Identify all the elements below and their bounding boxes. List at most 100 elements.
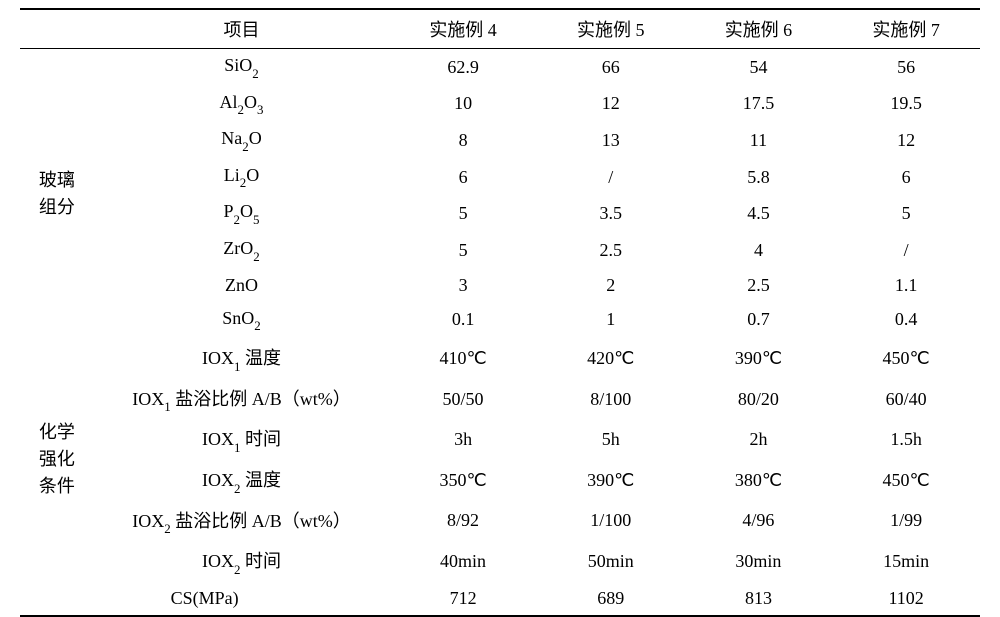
table-row: IOX2 盐浴比例 A/B（wt%）8/921/1004/961/99	[20, 501, 980, 542]
value-cell: 5.8	[685, 159, 833, 196]
value-cell: 3.5	[537, 195, 685, 232]
value-cell: 2.5	[685, 269, 833, 302]
table-row: IOX1 盐浴比例 A/B（wt%）50/508/10080/2060/40	[20, 379, 980, 420]
item-cell: Na2O	[94, 122, 389, 159]
value-cell: 80/20	[685, 379, 833, 420]
value-cell: 15min	[832, 541, 980, 582]
item-cell: ZnO	[94, 269, 389, 302]
value-cell: 3	[389, 269, 537, 302]
header-col-2: 实施例 5	[537, 9, 685, 49]
value-cell: 50/50	[389, 379, 537, 420]
value-cell: /	[537, 159, 685, 196]
table-row: Li2O6/5.86	[20, 159, 980, 196]
item-cell: IOX2 时间	[94, 541, 389, 582]
value-cell: 390℃	[685, 338, 833, 379]
table-row: ZrO252.54/	[20, 232, 980, 269]
group-label: 玻璃组分	[20, 49, 94, 339]
table-row: Al2O3101217.519.5	[20, 86, 980, 123]
value-cell: 813	[685, 582, 833, 616]
value-cell: 410℃	[389, 338, 537, 379]
table-row: IOX2 时间40min50min30min15min	[20, 541, 980, 582]
value-cell: 4.5	[685, 195, 833, 232]
item-cell: IOX2 盐浴比例 A/B（wt%）	[94, 501, 389, 542]
item-cell: Li2O	[94, 159, 389, 196]
value-cell: 10	[389, 86, 537, 123]
header-item: 项目	[94, 9, 389, 49]
value-cell: 2.5	[537, 232, 685, 269]
header-group-blank	[20, 9, 94, 49]
value-cell: 2h	[685, 419, 833, 460]
value-cell: 1/100	[537, 501, 685, 542]
value-cell: 12	[537, 86, 685, 123]
value-cell: 4	[685, 232, 833, 269]
data-table: 项目 实施例 4 实施例 5 实施例 6 实施例 7 玻璃组分SiO262.96…	[20, 8, 980, 617]
value-cell: 1	[537, 302, 685, 339]
value-cell: 6	[389, 159, 537, 196]
value-cell: 62.9	[389, 49, 537, 86]
item-cell: IOX1 盐浴比例 A/B（wt%）	[94, 379, 389, 420]
value-cell: 712	[389, 582, 537, 616]
value-cell: 1.1	[832, 269, 980, 302]
value-cell: 66	[537, 49, 685, 86]
item-cell: IOX1 时间	[94, 419, 389, 460]
item-cell: SnO2	[94, 302, 389, 339]
value-cell: 420℃	[537, 338, 685, 379]
footer-item: CS(MPa)	[20, 582, 389, 616]
value-cell: 40min	[389, 541, 537, 582]
table-row: 玻璃组分SiO262.9665456	[20, 49, 980, 86]
table-row: 化学强化条件IOX1 温度410℃420℃390℃450℃	[20, 338, 980, 379]
value-cell: 5h	[537, 419, 685, 460]
table-row: IOX2 温度350℃390℃380℃450℃	[20, 460, 980, 501]
item-cell: SiO2	[94, 49, 389, 86]
value-cell: 350℃	[389, 460, 537, 501]
value-cell: 12	[832, 122, 980, 159]
group-label: 化学强化条件	[20, 338, 94, 582]
value-cell: 54	[685, 49, 833, 86]
header-row: 项目 实施例 4 实施例 5 实施例 6 实施例 7	[20, 9, 980, 49]
header-col-3: 实施例 6	[685, 9, 833, 49]
value-cell: 8/100	[537, 379, 685, 420]
value-cell: /	[832, 232, 980, 269]
table-row: SnO20.110.70.4	[20, 302, 980, 339]
header-col-4: 实施例 7	[832, 9, 980, 49]
table-row: Na2O8131112	[20, 122, 980, 159]
footer-row: CS(MPa)7126898131102	[20, 582, 980, 616]
item-cell: P2O5	[94, 195, 389, 232]
value-cell: 1102	[832, 582, 980, 616]
value-cell: 5	[832, 195, 980, 232]
value-cell: 19.5	[832, 86, 980, 123]
value-cell: 2	[537, 269, 685, 302]
header-col-1: 实施例 4	[389, 9, 537, 49]
value-cell: 380℃	[685, 460, 833, 501]
item-cell: IOX1 温度	[94, 338, 389, 379]
value-cell: 1/99	[832, 501, 980, 542]
value-cell: 5	[389, 195, 537, 232]
value-cell: 50min	[537, 541, 685, 582]
item-cell: IOX2 温度	[94, 460, 389, 501]
value-cell: 17.5	[685, 86, 833, 123]
value-cell: 1.5h	[832, 419, 980, 460]
value-cell: 56	[832, 49, 980, 86]
value-cell: 8/92	[389, 501, 537, 542]
table-row: IOX1 时间3h5h2h1.5h	[20, 419, 980, 460]
value-cell: 450℃	[832, 460, 980, 501]
value-cell: 6	[832, 159, 980, 196]
value-cell: 0.1	[389, 302, 537, 339]
value-cell: 3h	[389, 419, 537, 460]
value-cell: 390℃	[537, 460, 685, 501]
value-cell: 689	[537, 582, 685, 616]
value-cell: 11	[685, 122, 833, 159]
value-cell: 5	[389, 232, 537, 269]
item-cell: ZrO2	[94, 232, 389, 269]
value-cell: 0.7	[685, 302, 833, 339]
value-cell: 0.4	[832, 302, 980, 339]
value-cell: 4/96	[685, 501, 833, 542]
value-cell: 13	[537, 122, 685, 159]
table-row: ZnO322.51.1	[20, 269, 980, 302]
value-cell: 8	[389, 122, 537, 159]
value-cell: 30min	[685, 541, 833, 582]
table-row: P2O553.54.55	[20, 195, 980, 232]
value-cell: 450℃	[832, 338, 980, 379]
value-cell: 60/40	[832, 379, 980, 420]
item-cell: Al2O3	[94, 86, 389, 123]
